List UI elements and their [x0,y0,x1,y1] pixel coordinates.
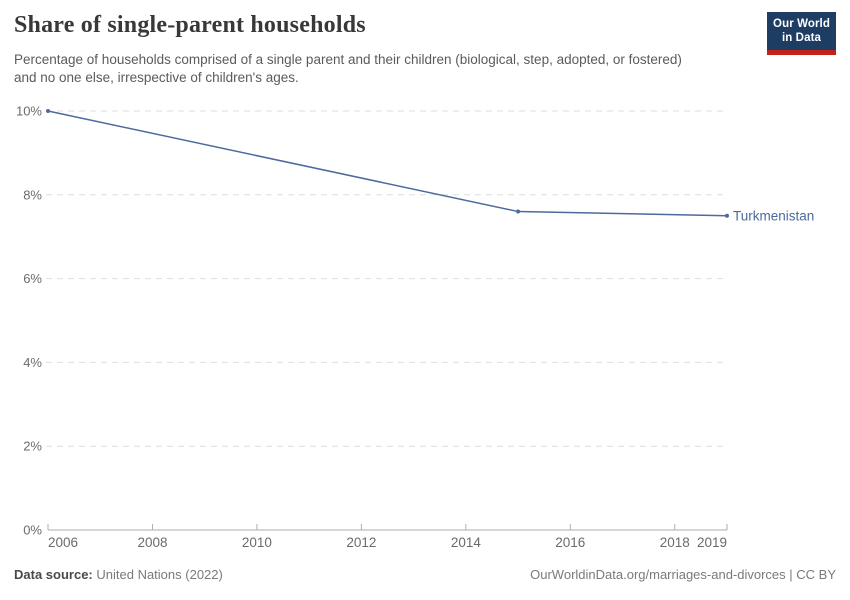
series-line [47,110,728,217]
data-point-marker [46,109,50,113]
x-tick-label: 2019 [697,535,727,550]
data-source-label: Data source: [14,567,93,582]
x-tick-label: 2006 [48,535,78,550]
y-tick-label: 4% [23,355,42,370]
data-point-marker [516,209,521,214]
chart-subtitle: Percentage of households comprised of a … [14,52,682,85]
data-point-marker [725,213,729,218]
x-tick-label: 2016 [555,535,585,550]
y-tick-label: 8% [23,187,42,202]
citation-link[interactable]: OurWorldinData.org/marriages-and-divorce… [530,567,836,582]
x-tick-label: 2012 [346,535,376,550]
x-tick-label: 2008 [137,535,167,550]
owid-logo-line1: Our World [773,18,830,30]
owid-logo: Our World in Data [767,12,836,55]
y-tick-label: 10% [16,104,42,119]
series-end-label: Turkmenistan [733,208,814,223]
x-tick-label: 2014 [451,535,482,550]
page-title: Share of single-parent households [14,12,366,38]
owid-logo-line2: in Data [781,32,822,45]
y-tick-label: 2% [23,439,42,454]
x-tick-label: 2010 [242,535,272,550]
x-tick-label: 2018 [660,535,690,550]
y-tick-label: 6% [23,271,42,286]
data-source-value: United Nations (2022) [96,567,223,582]
y-tick-label: 0% [23,523,42,538]
chart-footer: Data source: United Nations (2022) OurWo… [14,567,836,582]
data-source: Data source: United Nations (2022) [14,567,223,582]
